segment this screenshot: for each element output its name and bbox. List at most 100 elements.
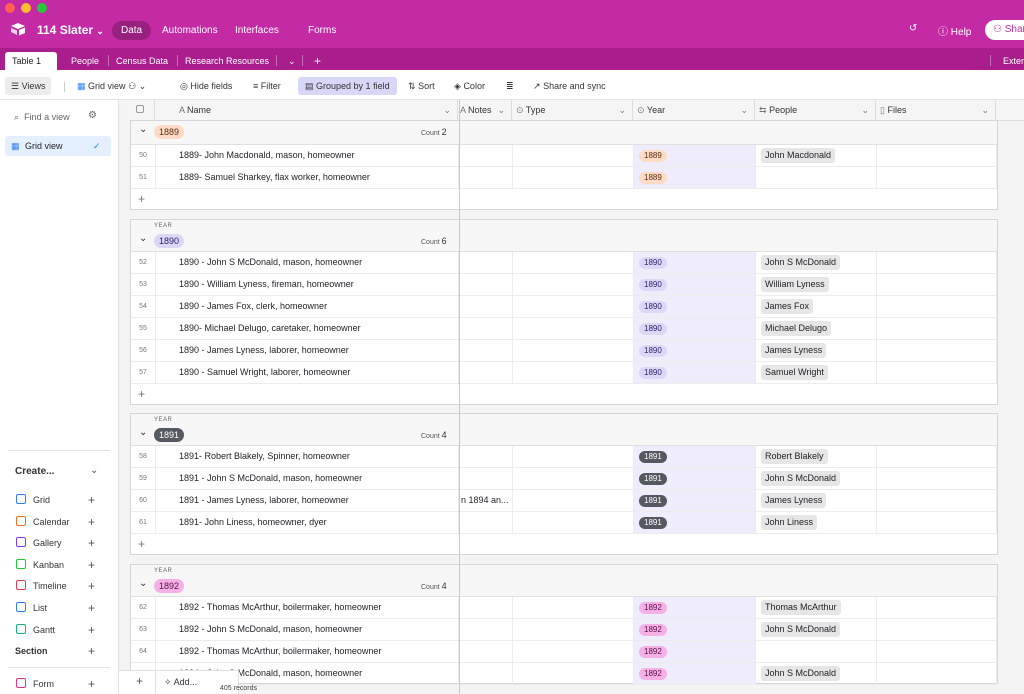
plus-icon[interactable]: +: [88, 677, 96, 691]
year-cell[interactable]: 1889: [634, 167, 756, 188]
notes-cell[interactable]: [459, 663, 513, 684]
hide-fields-button[interactable]: ◎ Hide fields: [180, 81, 233, 91]
year-cell[interactable]: 1891: [634, 490, 756, 511]
files-cell[interactable]: [877, 597, 997, 618]
people-cell[interactable]: William Lyness: [756, 274, 877, 295]
year-cell[interactable]: 1890: [634, 274, 756, 295]
notes-cell[interactable]: [459, 468, 513, 489]
more-tables-chevron-icon[interactable]: ⌄: [288, 56, 296, 66]
linked-person-chip[interactable]: John S McDonald: [761, 255, 841, 270]
people-cell[interactable]: John S McDonald: [756, 663, 877, 684]
table-row[interactable]: 61 1891- John Liness, homeowner, dyer 1891…: [131, 512, 997, 534]
column-header-type[interactable]: ⊙ Type ⌄: [512, 100, 633, 121]
people-cell[interactable]: Thomas McArthur: [756, 597, 877, 618]
create-view-section[interactable]: Section: [15, 644, 48, 658]
table-row[interactable]: 62 1892 - Thomas McArthur, boilermaker, h…: [131, 597, 997, 619]
year-cell[interactable]: 1892: [634, 597, 756, 618]
files-cell[interactable]: [877, 468, 997, 489]
notes-cell[interactable]: [459, 274, 513, 295]
create-view-kanban[interactable]: Kanban: [16, 558, 64, 572]
notes-cell[interactable]: [459, 512, 513, 533]
views-toggle-button[interactable]: ☰ Views: [5, 77, 52, 95]
name-cell[interactable]: 1894 - John S McDonald, mason, homeowner: [156, 663, 459, 684]
name-cell[interactable]: 1890 - Samuel Wright, laborer, homeowner: [156, 362, 459, 383]
name-cell[interactable]: 1892 - Thomas McArthur, boilermaker, hom…: [156, 597, 459, 618]
year-cell[interactable]: 1892: [634, 619, 756, 640]
column-header-name[interactable]: A Name ⌄: [155, 100, 458, 121]
linked-person-chip[interactable]: John Macdonald: [761, 148, 836, 163]
collapse-chevron-icon[interactable]: ⌄: [139, 427, 148, 438]
name-cell[interactable]: 1890 - John S McDonald, mason, homeowner: [156, 252, 459, 273]
nav-interfaces[interactable]: Interfaces: [235, 25, 279, 36]
files-cell[interactable]: [877, 167, 997, 188]
notes-cell[interactable]: [459, 318, 513, 339]
year-cell[interactable]: 1891: [634, 446, 756, 467]
frozen-column-divider[interactable]: [459, 100, 460, 694]
notes-cell[interactable]: [459, 619, 513, 640]
name-cell[interactable]: 1889- Samuel Sharkey, flax worker, homeo…: [156, 167, 459, 188]
collapse-chevron-icon[interactable]: ⌄: [139, 124, 148, 135]
notes-cell[interactable]: [459, 145, 513, 166]
table-row[interactable]: 51 1889- Samuel Sharkey, flax worker, hom…: [131, 167, 997, 189]
nav-data[interactable]: Data: [112, 21, 152, 40]
group-header[interactable]: ⌄ YEAR 1890 Count 6: [131, 220, 997, 252]
tab-table-1[interactable]: Table 1 ⌄: [5, 52, 57, 84]
add-record-plus-icon[interactable]: +: [136, 674, 144, 688]
people-cell[interactable]: John Liness: [756, 512, 877, 533]
select-all-checkbox[interactable]: [130, 100, 155, 121]
settings-gear-icon[interactable]: ⚙: [88, 110, 97, 121]
type-cell[interactable]: [513, 619, 634, 640]
files-cell[interactable]: [877, 296, 997, 317]
table-row[interactable]: 64 1892 - Thomas McArthur, boilermaker, h…: [131, 641, 997, 663]
files-cell[interactable]: [877, 663, 997, 684]
linked-person-chip[interactable]: John S McDonald: [761, 471, 841, 486]
table-row[interactable]: 651894 - John S McDonald, mason, homeown…: [131, 663, 997, 685]
linked-person-chip[interactable]: James Lyness: [761, 343, 827, 358]
notes-cell[interactable]: [459, 340, 513, 361]
plus-icon[interactable]: +: [88, 493, 96, 507]
create-view-timeline[interactable]: Timeline: [16, 579, 67, 593]
plus-icon[interactable]: +: [88, 623, 96, 637]
group-header[interactable]: ⌄ 1889 Count 2: [131, 121, 997, 145]
name-cell[interactable]: 1889- John Macdonald, mason, homeowner: [156, 145, 459, 166]
name-cell[interactable]: 1890 - James Fox, clerk, homeowner: [156, 296, 459, 317]
files-cell[interactable]: [877, 490, 997, 511]
color-button[interactable]: ◈ Color: [454, 81, 485, 91]
create-view-header[interactable]: Create...: [15, 466, 55, 477]
notes-cell[interactable]: [459, 446, 513, 467]
linked-person-chip[interactable]: Robert Blakely: [761, 449, 828, 464]
tab-people[interactable]: People: [71, 56, 100, 66]
group-header[interactable]: ⌄ YEAR 1892 Count 4: [131, 565, 997, 597]
table-row[interactable]: 63 1892 - John S McDonald, mason, homeown…: [131, 619, 997, 641]
linked-person-chip[interactable]: Samuel Wright: [761, 365, 828, 380]
name-cell[interactable]: 1892 - John S McDonald, mason, homeowner: [156, 619, 459, 640]
nav-automations[interactable]: Automations: [162, 25, 218, 36]
type-cell[interactable]: [513, 274, 634, 295]
name-cell[interactable]: 1890- Michael Delugo, caretaker, homeown…: [156, 318, 459, 339]
plus-icon[interactable]: +: [88, 579, 96, 593]
create-view-gantt[interactable]: Gantt: [16, 623, 55, 637]
people-cell[interactable]: James Lyness: [756, 340, 877, 361]
people-cell[interactable]: Robert Blakely: [756, 446, 877, 467]
create-view-form[interactable]: Form: [16, 677, 54, 691]
collapse-chevron-icon[interactable]: ⌄: [139, 233, 148, 244]
name-cell[interactable]: 1890 - James Lyness, laborer, homeowner: [156, 340, 459, 361]
notes-cell[interactable]: [459, 252, 513, 273]
history-icon[interactable]: ↺: [909, 23, 918, 34]
year-cell[interactable]: 1891: [634, 512, 756, 533]
create-view-list[interactable]: List: [16, 601, 47, 615]
table-row[interactable]: 54 1890 - James Fox, clerk, homeowner 1890…: [131, 296, 997, 318]
year-cell[interactable]: 1890: [634, 318, 756, 339]
add-row-plus-icon[interactable]: +: [138, 192, 146, 206]
plus-icon[interactable]: +: [88, 601, 96, 615]
airtable-logo-icon[interactable]: [10, 22, 26, 36]
people-cell[interactable]: James Lyness: [756, 490, 877, 511]
create-view-calendar[interactable]: Calendar: [16, 515, 70, 529]
add-table-plus-icon[interactable]: +: [314, 54, 322, 68]
close-window-icon[interactable]: [5, 3, 15, 13]
type-cell[interactable]: [513, 597, 634, 618]
files-cell[interactable]: [877, 274, 997, 295]
column-header-notes[interactable]: A Notes ⌄: [458, 100, 512, 121]
year-cell[interactable]: 1890: [634, 362, 756, 383]
extensions-button[interactable]: Exter: [1003, 56, 1024, 66]
